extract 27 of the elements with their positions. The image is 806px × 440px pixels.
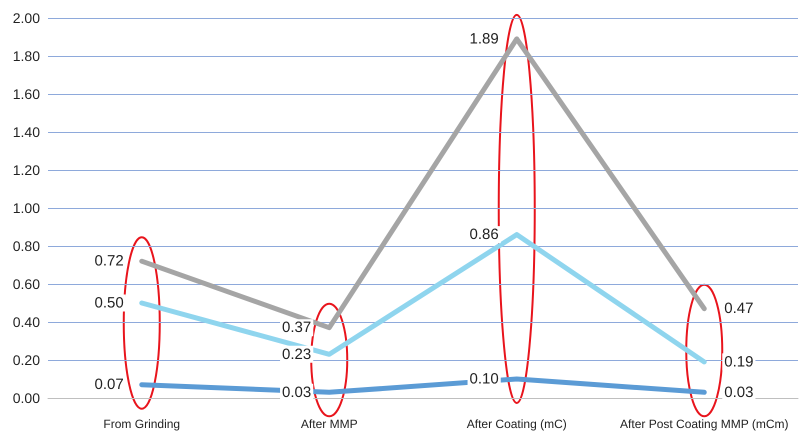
y-tick-label: 1.80: [12, 48, 40, 64]
data-label: 0.72: [94, 252, 124, 270]
y-tick-label: 0.60: [12, 276, 40, 292]
y-tick-label: 0.80: [12, 238, 40, 254]
x-tick-label: After MMP: [300, 417, 358, 431]
data-label: 0.47: [724, 300, 754, 318]
data-label: 0.37: [282, 319, 312, 336]
data-label: 0.10: [470, 370, 499, 388]
y-tick-label: 1.00: [12, 200, 40, 216]
x-tick-label: From Grinding: [103, 417, 180, 431]
y-tick-label: 0.40: [12, 314, 40, 330]
data-label: 0.07: [94, 376, 124, 394]
y-tick-label: 2.00: [12, 10, 40, 26]
y-tick-label: 0.00: [12, 390, 40, 406]
data-label: 0.19: [724, 353, 754, 370]
x-tick-label: After Coating (mC): [466, 417, 567, 431]
data-label: 0.23: [282, 346, 312, 363]
x-tick-label: After Post Coating MMP (mCm): [620, 417, 788, 431]
data-label: 0.86: [470, 226, 499, 244]
y-tick-label: 0.20: [12, 352, 40, 368]
data-label: 1.89: [470, 30, 499, 48]
y-tick-label: 1.40: [12, 124, 40, 140]
data-label: 0.03: [724, 384, 754, 401]
data-label: 0.50: [94, 294, 124, 312]
y-tick-label: 1.20: [12, 162, 40, 178]
y-tick-label: 1.60: [12, 86, 40, 102]
data-label: 0.03: [282, 384, 312, 401]
